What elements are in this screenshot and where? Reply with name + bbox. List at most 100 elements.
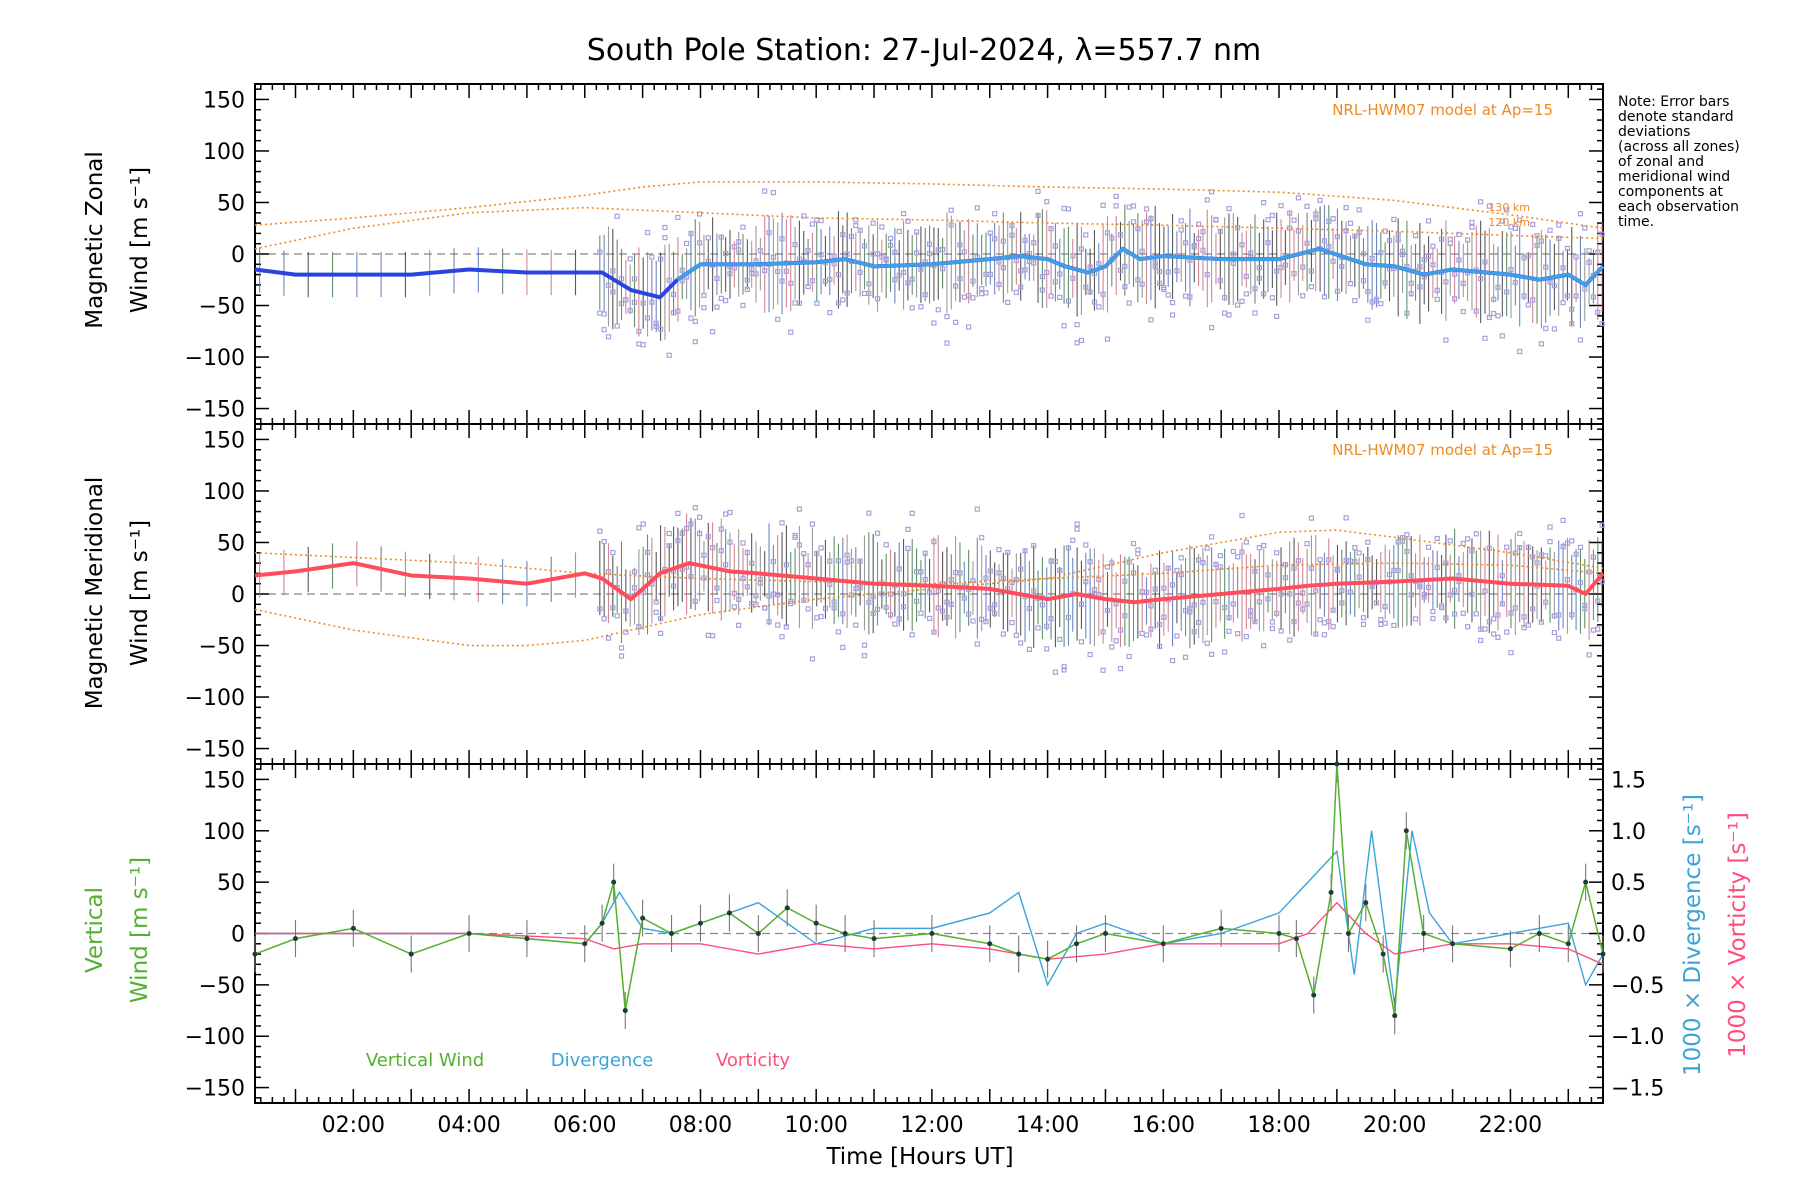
scatter-point (870, 611, 876, 617)
scatter-point (1156, 280, 1163, 286)
y-tick-label: 50 (217, 531, 245, 556)
scatter-point (1005, 299, 1011, 306)
x-tick-label: 20:00 (1363, 1113, 1426, 1138)
scatter-point (1061, 664, 1067, 670)
scatter-point (1104, 607, 1111, 614)
scatter-point (1213, 599, 1219, 605)
scatter-point (1187, 609, 1193, 615)
scatter-point (1274, 610, 1280, 616)
model-curve (254, 529, 1604, 585)
zonal-ylabel-line2: Wind [m s⁻¹] (127, 167, 153, 313)
scatter-point (1057, 271, 1063, 277)
scatter-point (1543, 264, 1549, 270)
scatter-point (1022, 267, 1028, 273)
scatter-point (766, 619, 772, 625)
scatter-point (1499, 601, 1505, 607)
scatter-point (701, 552, 707, 558)
scatter-point (1217, 553, 1223, 559)
y-tick-label: 150 (203, 88, 245, 113)
scatter-point (1412, 616, 1419, 622)
meridional-ylabel-line1: Magnetic Meridional (82, 477, 108, 710)
scatter-point (1308, 565, 1315, 571)
scatter-point (1117, 627, 1124, 633)
x-tick-label: 04:00 (437, 1113, 500, 1138)
scatter-point (1252, 310, 1258, 316)
scatter-point (1265, 217, 1271, 223)
scatter-point (1525, 544, 1531, 550)
scatter-point (1222, 649, 1228, 655)
km-label-130: 130 km (1488, 201, 1530, 214)
scatter-point (1065, 545, 1072, 551)
scatter-point (892, 621, 898, 627)
scatter-point (1469, 548, 1475, 554)
scatter-point (1499, 333, 1505, 339)
scatter-point (1209, 325, 1215, 331)
scatter-point (1130, 540, 1137, 547)
zonal-wind-panel: −150 −100 −50 0 50 100 150 (185, 83, 1605, 425)
scatter-point (1083, 232, 1089, 238)
scatter-point (944, 314, 950, 320)
scatter-point (749, 560, 755, 566)
scatter-point (1447, 240, 1453, 246)
scatter-point (957, 570, 963, 576)
scatter-point (1373, 296, 1380, 302)
scatter-point (1395, 231, 1401, 237)
scatter-point (1165, 292, 1171, 298)
scatter-point (1282, 262, 1288, 268)
scatter-point (1486, 619, 1492, 625)
scatter-point (627, 307, 633, 314)
zonal-model-label: NRL-HWM07 model at Ap=15 (1332, 101, 1553, 119)
vertical-wind-point (1536, 931, 1542, 936)
scatter-point (1534, 560, 1540, 566)
scatter-point (1152, 586, 1158, 592)
scatter-point (827, 558, 833, 564)
scatter-point (814, 300, 820, 306)
scatter-point (1174, 268, 1180, 274)
scatter-point (1517, 530, 1523, 537)
scatter-point (1443, 560, 1449, 566)
scatter-point (1404, 532, 1410, 538)
scatter-point (623, 608, 629, 614)
scatter-point (1083, 542, 1089, 548)
scatter-point (1573, 293, 1579, 299)
scatter-point (1438, 236, 1445, 242)
scatter-point (1122, 613, 1128, 619)
scatter-point (1070, 275, 1076, 281)
y-tick-label: −150 (185, 738, 245, 763)
scatter-point (861, 290, 868, 297)
scatter-point (727, 509, 733, 516)
scatter-point (1599, 231, 1605, 237)
scatter-point (1538, 341, 1544, 347)
vertical-wind-point (1160, 941, 1166, 947)
scatter-point (1478, 199, 1484, 205)
scatter-point (887, 242, 894, 248)
scatter-point (948, 207, 954, 213)
scatter-point (1495, 612, 1501, 618)
vertical-wind-point (599, 920, 605, 926)
scatter-point (909, 632, 915, 638)
scatter-point (913, 229, 920, 235)
scatter-point (644, 572, 651, 578)
scatter-point (653, 609, 659, 615)
scatter-point (1360, 621, 1367, 627)
scatter-point (840, 231, 846, 238)
scatter-point (1169, 657, 1176, 664)
scatter-point (1035, 625, 1041, 631)
scatter-point (1395, 567, 1401, 574)
scatter-point (983, 290, 989, 296)
scatter-point (996, 281, 1002, 288)
scatter-point (1261, 643, 1267, 649)
scatter-point (1534, 233, 1540, 239)
scatter-point (1334, 288, 1341, 294)
scatter-point (1104, 564, 1111, 570)
vertical-wind-point (1363, 900, 1369, 906)
legend-vorticity: Vorticity (716, 1050, 790, 1071)
scatter-point (1209, 189, 1215, 195)
scatter-point (1148, 317, 1154, 323)
scatter-point (714, 585, 720, 591)
scatter-point (740, 540, 746, 546)
y-tick-label: −100 (185, 1025, 245, 1050)
scatter-point (610, 289, 616, 295)
vertical-wind-point (408, 951, 414, 957)
scatter-point (1122, 578, 1128, 584)
